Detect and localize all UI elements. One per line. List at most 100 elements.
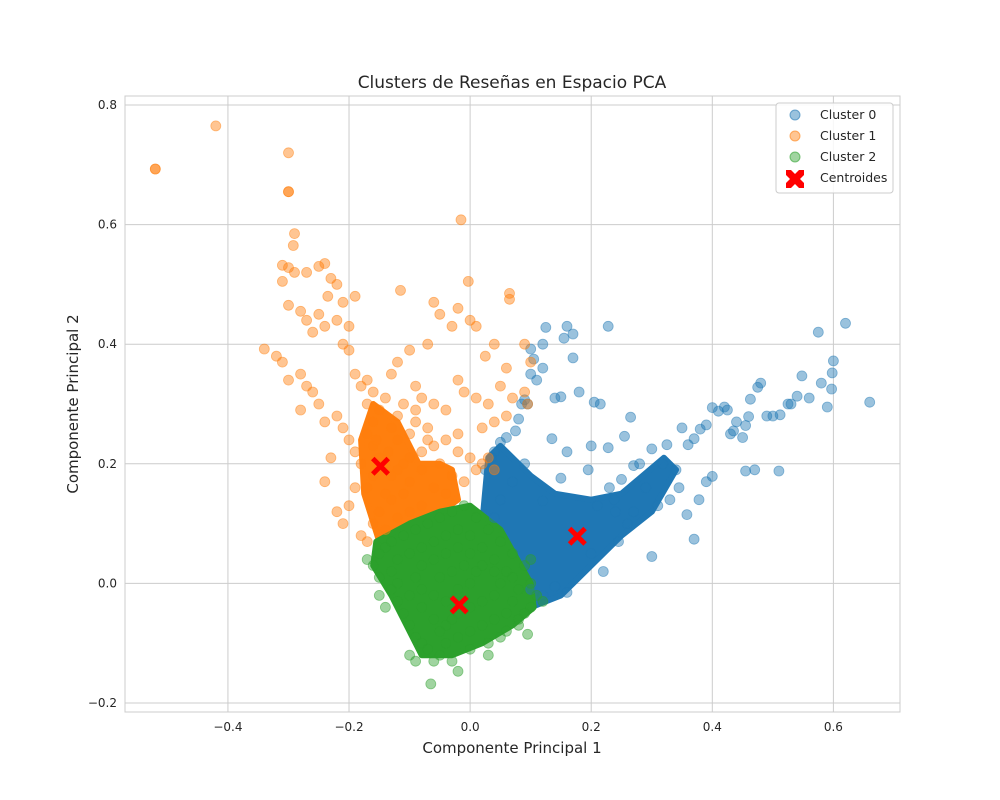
cluster-1-point (446, 470, 458, 482)
cluster-0-point (826, 383, 837, 395)
cluster-1-point (452, 428, 464, 440)
cluster-0-point (567, 328, 579, 340)
cluster-1-point (500, 410, 512, 422)
cluster-1-point (379, 488, 391, 500)
cluster-1-point (301, 314, 313, 326)
cluster-0-point (610, 506, 621, 518)
cluster-1-point (349, 482, 361, 494)
cluster-2-point (416, 542, 428, 553)
cluster-0-point (485, 452, 497, 464)
cluster-2-point (464, 530, 476, 541)
cluster-2-point (452, 631, 464, 643)
cluster-2-point (361, 554, 373, 565)
cluster-1-point (367, 386, 379, 398)
cluster-2-point (476, 542, 488, 553)
cluster-1-point (361, 374, 373, 386)
cluster-2-point (482, 649, 494, 661)
cluster-1-point (283, 147, 294, 159)
cluster-2-point (494, 631, 506, 643)
cluster-2-point (416, 601, 428, 613)
cluster-2-point (373, 590, 385, 601)
cluster-1-point (410, 404, 422, 416)
cluster-1-point (367, 440, 379, 452)
cluster-1-point (392, 410, 403, 422)
cluster-1-point (322, 290, 334, 302)
cluster-2-point (416, 584, 428, 595)
cluster-1-point (343, 320, 355, 332)
cluster-0-point (602, 442, 614, 454)
cluster-1-point (331, 314, 343, 326)
cluster-1-point (295, 368, 307, 380)
cluster-1-point (446, 320, 458, 332)
cluster-1-point (283, 186, 294, 198)
cluster-0-point (602, 320, 614, 332)
cluster-0-point (731, 416, 742, 428)
centroid-markers (371, 456, 587, 615)
cluster-0-point (488, 512, 500, 523)
cluster-1-point (525, 356, 537, 368)
cluster-1-point (379, 392, 391, 404)
cluster-0-point (585, 548, 597, 559)
cluster-2-point (452, 665, 464, 677)
cluster-2-point (464, 643, 476, 655)
cluster-2-point (446, 655, 458, 667)
cluster-0-point (597, 566, 609, 577)
cluster-0-point (625, 411, 636, 423)
cluster-0-point (616, 473, 627, 485)
cluster-2-point (428, 536, 440, 547)
cluster-2-point (537, 596, 549, 607)
legend-label-centroids: Centroides (820, 170, 887, 185)
cluster-0-point (525, 368, 537, 380)
centroid-marker (371, 456, 390, 476)
cluster-0-point (555, 472, 567, 484)
cluster-0-point (743, 411, 754, 423)
cluster-2-point (458, 500, 470, 512)
cluster-1-point (361, 536, 373, 547)
cluster-0-point (661, 439, 673, 451)
cluster-2-point (513, 619, 524, 631)
cluster-0-point (725, 428, 736, 440)
cluster-0-point (561, 587, 573, 598)
cluster-0-point (591, 500, 603, 512)
cluster-2-point (379, 542, 391, 553)
cluster-1-point (337, 518, 349, 529)
cluster-1-point (464, 452, 476, 464)
cluster-1-point (488, 338, 500, 350)
cluster-0-point (828, 355, 839, 367)
cluster-1-point (373, 506, 385, 518)
cluster-0-point (494, 436, 506, 448)
cluster-2-point (452, 524, 464, 535)
cluster-0-point (785, 398, 797, 410)
cluster-1-point (337, 338, 349, 350)
cluster-0-point (688, 533, 700, 545)
cluster-2-point (428, 613, 440, 625)
cluster-1-point (395, 284, 406, 296)
x-tick-label: 0.2 (582, 720, 601, 734)
cluster-2-point (488, 590, 500, 601)
cluster-2-point (440, 530, 452, 541)
cluster-1-point (325, 452, 337, 464)
cluster-1-point (452, 374, 464, 386)
cluster-0-point (670, 464, 682, 476)
cluster-1-point (319, 258, 331, 269)
cluster-0-point (513, 413, 524, 425)
cluster-0-point (519, 458, 530, 470)
cluster-2-point (428, 554, 440, 565)
cluster-0-point (608, 494, 620, 506)
x-tick-label: 0.0 (461, 720, 480, 734)
cluster-1-point (379, 524, 391, 535)
cluster-2-point (410, 655, 422, 667)
cluster-2-point (434, 625, 446, 637)
cluster-2-point (422, 518, 434, 529)
cluster-1-point (398, 488, 409, 500)
cluster-2-point (500, 607, 512, 619)
cluster-2-point (476, 596, 488, 607)
cluster-2-point (464, 578, 476, 589)
cluster-1-point (392, 434, 403, 446)
cluster-0-point (628, 506, 639, 518)
cluster-1-point (319, 320, 331, 332)
cluster-1-point (398, 398, 409, 410)
legend-box (775, 102, 894, 194)
cluster-0-point (622, 518, 633, 529)
cluster-1-point (331, 506, 343, 518)
